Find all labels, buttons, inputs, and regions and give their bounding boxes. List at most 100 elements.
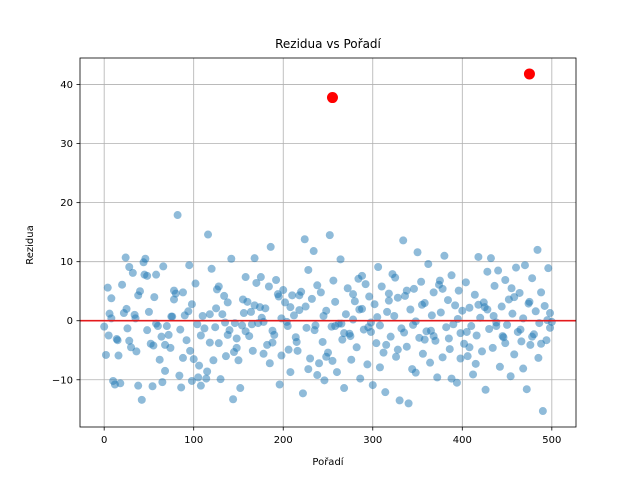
data-point <box>100 322 109 331</box>
data-point <box>322 352 331 361</box>
data-point <box>409 284 418 293</box>
data-point <box>144 307 153 316</box>
data-point <box>265 359 274 368</box>
data-point <box>232 343 241 352</box>
data-point <box>424 260 433 269</box>
data-point <box>417 277 426 286</box>
data-point <box>413 248 422 257</box>
data-point <box>350 297 359 306</box>
data-point <box>420 335 429 344</box>
data-point <box>480 303 489 312</box>
data-point <box>284 345 293 354</box>
data-point <box>175 371 184 380</box>
data-point <box>229 395 238 404</box>
data-point <box>250 254 259 263</box>
data-point <box>540 301 549 310</box>
data-point <box>418 300 427 309</box>
data-point <box>101 350 110 359</box>
data-point <box>438 353 447 362</box>
data-point <box>289 311 298 320</box>
data-point <box>409 320 418 329</box>
data-point <box>451 301 460 310</box>
data-point <box>355 305 364 314</box>
data-point <box>122 304 131 313</box>
data-point <box>346 332 355 341</box>
data-point <box>176 325 185 334</box>
data-point <box>270 330 279 339</box>
data-point <box>143 326 152 335</box>
data-point <box>170 295 179 304</box>
data-point <box>340 329 349 338</box>
data-point <box>247 307 256 316</box>
data-point <box>465 343 474 352</box>
data-point <box>143 271 152 280</box>
data-point <box>241 327 250 336</box>
data-point <box>349 315 358 324</box>
data-point <box>456 354 465 363</box>
data-point <box>393 293 402 302</box>
data-point <box>132 347 141 356</box>
data-point <box>319 312 328 321</box>
data-point <box>204 230 213 239</box>
data-point <box>316 288 325 297</box>
data-point <box>178 288 187 297</box>
data-point <box>531 307 540 316</box>
data-point <box>125 263 134 272</box>
data-point <box>525 297 534 306</box>
data-point <box>236 384 245 393</box>
data-point <box>332 368 341 377</box>
data-point <box>474 300 483 309</box>
data-point <box>363 360 372 369</box>
data-point <box>315 359 324 368</box>
x-tick-label: 0 <box>101 435 107 446</box>
data-point <box>544 264 553 273</box>
data-point <box>103 283 112 292</box>
data-point <box>454 286 463 295</box>
data-point <box>390 312 399 321</box>
y-tick-label: 0 <box>67 316 73 327</box>
data-point <box>221 352 230 361</box>
x-axis-title: Pořadí <box>312 456 344 468</box>
data-point <box>444 334 453 343</box>
data-point <box>492 322 501 331</box>
data-point <box>516 325 525 334</box>
data-point <box>402 286 411 295</box>
data-point <box>157 332 166 341</box>
data-point <box>309 247 318 256</box>
data-point <box>195 361 204 370</box>
data-point <box>256 273 265 282</box>
data-point <box>402 342 411 351</box>
data-point <box>470 290 479 299</box>
data-point <box>212 304 221 313</box>
x-tick-label: 500 <box>542 435 561 446</box>
data-point <box>438 284 447 293</box>
data-point <box>520 261 529 270</box>
data-point <box>546 309 555 318</box>
data-point <box>152 319 161 328</box>
data-point <box>268 338 277 347</box>
data-point <box>494 266 503 275</box>
outlier-point <box>326 92 338 104</box>
data-point <box>223 330 232 339</box>
data-point <box>456 329 465 338</box>
data-point <box>411 368 420 377</box>
data-point <box>261 304 270 313</box>
data-point <box>277 351 286 360</box>
data-point <box>427 311 436 320</box>
data-point <box>264 282 273 291</box>
data-point <box>512 263 521 272</box>
y-tick-label: −10 <box>52 375 73 386</box>
data-point <box>232 334 241 343</box>
x-tick-label: 100 <box>184 435 203 446</box>
data-point <box>463 352 472 361</box>
data-point <box>125 336 134 345</box>
data-point <box>418 349 427 358</box>
data-point <box>365 292 374 301</box>
data-point <box>211 323 220 332</box>
data-point <box>440 251 449 260</box>
data-point <box>429 288 438 297</box>
data-point <box>123 324 132 333</box>
data-point <box>374 263 383 272</box>
